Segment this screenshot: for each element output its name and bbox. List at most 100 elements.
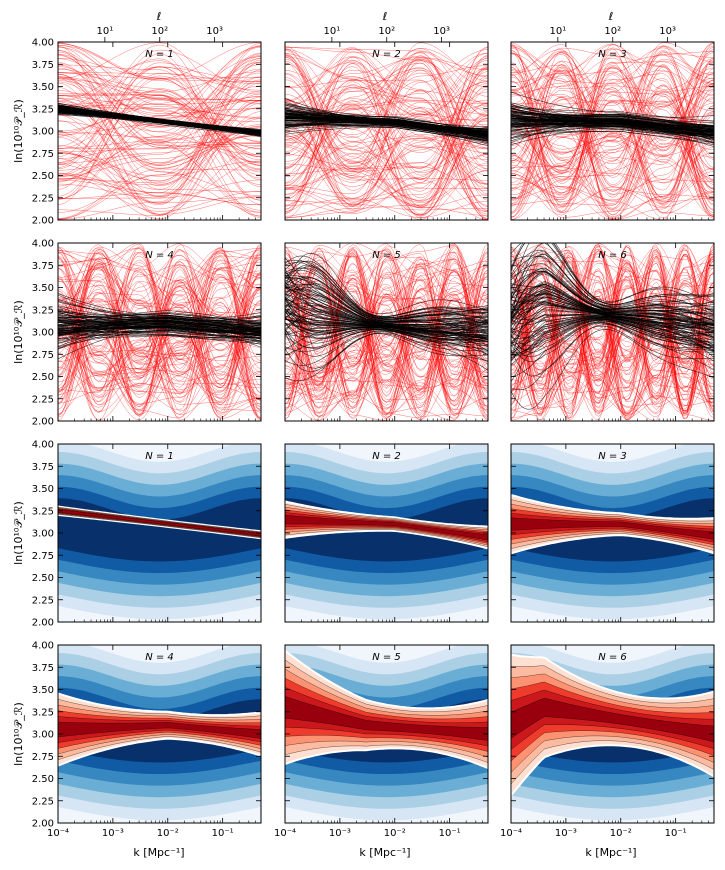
posterior-sample-line: [511, 119, 714, 136]
posterior-sample-line: [58, 323, 261, 349]
prior-sample-line: [58, 262, 261, 389]
prior-sample-line: [58, 45, 261, 116]
prior-sample-line: [58, 66, 261, 119]
prior-sample-line: [511, 128, 714, 206]
prior-sample-line: [285, 47, 488, 173]
prior-sample-line: [285, 306, 488, 411]
panel-title: N = 6: [598, 652, 627, 663]
prior-sample-line: [511, 43, 714, 206]
prior-sample-line: [285, 347, 488, 412]
prior-sample-line: [58, 46, 261, 176]
ell-tick-label: 10³: [433, 26, 450, 37]
y-tick-label: 3.00: [32, 730, 54, 741]
y-tick-label: 4.00: [32, 440, 54, 451]
prior-sample-line: [58, 244, 261, 378]
posterior-sample-line: [285, 274, 488, 326]
posterior-contour-level: [58, 509, 261, 537]
prior-sample-line: [58, 90, 261, 182]
posterior-sample-line: [285, 276, 488, 320]
prior-sample-line: [58, 43, 261, 199]
y-tick-label: 4.00: [32, 641, 54, 652]
chart-panel-samples-N1: 2.00 2.25 2.50 2.75 3.00 3.25 3.50 3.75 4.00 10¹ 1…: [32, 26, 262, 227]
posterior-sample-line: [58, 113, 261, 137]
x-tick-label: 10⁻³: [329, 828, 351, 839]
posterior-sample-line: [511, 325, 714, 377]
prior-sample-line: [511, 105, 714, 195]
posterior-sample-line: [511, 114, 714, 127]
prior-sample-line: [511, 42, 714, 174]
prior-sample-line: [58, 142, 261, 159]
prior-sample-line: [511, 108, 714, 213]
ell-tick-label: 10²: [151, 26, 168, 37]
posterior-sample-line: [285, 103, 488, 128]
prior-sample-line: [58, 49, 261, 168]
y-tick-label: 4.00: [32, 239, 54, 250]
prior-sample-line: [285, 247, 488, 409]
posterior-sample-line: [285, 114, 488, 135]
prior-sample-line: [58, 101, 261, 197]
prior-sample-line: [511, 77, 714, 220]
posterior-sample-line: [511, 106, 714, 122]
prior-sample-line: [511, 55, 714, 173]
prior-sample-line: [511, 253, 714, 414]
y-tick-label: 2.00: [32, 216, 54, 227]
y-tick-label: 3.25: [32, 104, 54, 115]
prior-sample-line: [511, 248, 714, 388]
prior-sample-line: [285, 301, 488, 421]
prior-sample-line: [58, 58, 261, 173]
posterior-sample-line: [285, 294, 488, 329]
prior-sample-line: [285, 262, 488, 391]
panel-title: N = 5: [372, 250, 401, 261]
panel-frame: [510, 41, 715, 221]
prior-sample-line: [511, 46, 714, 193]
prior-sample-line: [511, 66, 714, 213]
prior-sample-line: [511, 50, 714, 206]
prior-sample-line: [285, 57, 488, 143]
prior-sample-line: [285, 252, 488, 408]
posterior-sample-line: [285, 268, 488, 338]
x-tick-label: 10⁻²: [384, 828, 406, 839]
prior-sample-line: [285, 129, 488, 207]
posterior-sample-line: [511, 281, 714, 325]
chart-panel-samples-N3: 10¹ 10² 10³ N = 3: [510, 26, 715, 221]
prior-sample-line: [285, 98, 488, 202]
posterior-sample-line: [511, 329, 714, 410]
prior-sample-line: [285, 262, 488, 420]
prior-sample-line: [511, 45, 714, 158]
prior-sample-line: [58, 60, 261, 166]
y-tick-label: 3.00: [32, 127, 54, 138]
prior-sample-line: [58, 43, 261, 79]
prior-sample-line: [285, 299, 488, 418]
prior-sample-line: [511, 254, 714, 393]
y-tick-label: 3.75: [32, 663, 54, 674]
prior-sample-line: [285, 263, 488, 420]
prior-sample-line: [285, 49, 488, 194]
prior-sample-line: [58, 93, 261, 219]
posterior-sample-line: [511, 119, 714, 136]
prior-sample-line: [511, 255, 714, 396]
prior-sample-line: [285, 243, 488, 387]
prior-sample-line: [511, 45, 714, 116]
posterior-contour-level: [511, 517, 714, 540]
prior-sample-line: [511, 55, 714, 218]
prior-sample-line: [511, 53, 714, 209]
prior-sample-line: [511, 254, 714, 412]
prior-sample-line: [58, 56, 261, 134]
posterior-sample-line: [511, 243, 714, 304]
chart-panel-samples-N6: N = 6: [510, 242, 715, 422]
posterior-sample-line: [58, 335, 261, 344]
chart-panel-samples-N2: 10¹ 10² 10³ N = 2: [284, 26, 489, 221]
prior-sample-line: [58, 62, 261, 204]
prior-sample-line: [58, 264, 261, 413]
prior-sample-line: [285, 261, 488, 404]
prior-sample-line: [285, 292, 488, 419]
prior-sample-line: [58, 134, 261, 177]
posterior-sample-line: [58, 311, 261, 331]
prior-sample-line: [511, 43, 714, 124]
prior-sample-line: [58, 262, 261, 382]
prior-sample-line: [285, 294, 488, 417]
y-tick-label: 3.25: [32, 305, 54, 316]
posterior-sample-line: [511, 243, 714, 309]
prior-sample-line: [285, 267, 488, 415]
prior-sample-line: [58, 269, 261, 362]
